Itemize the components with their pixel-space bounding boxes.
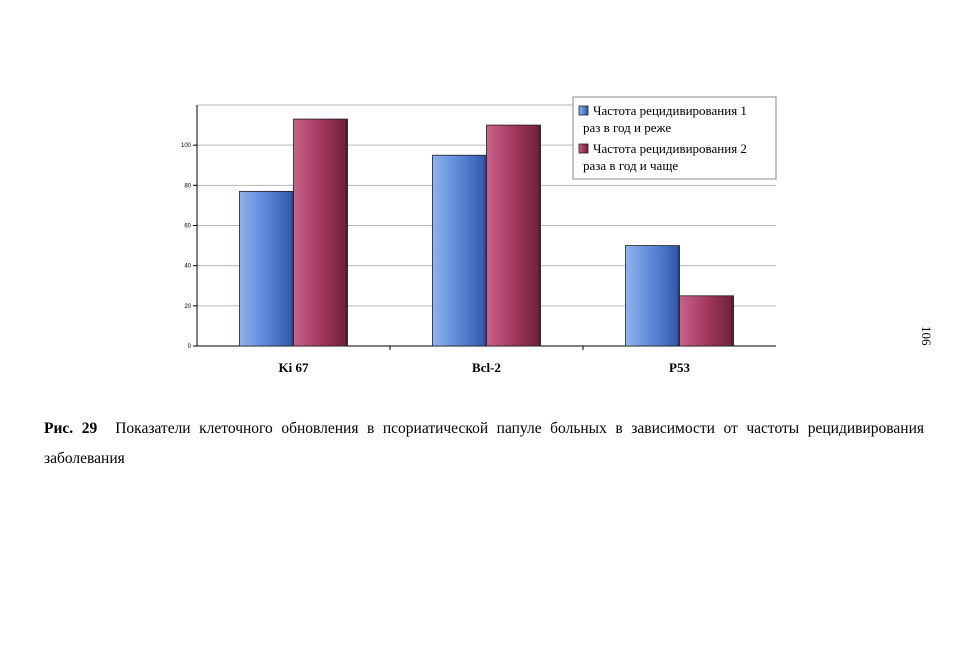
legend-label-2: раза в год и чаще: [583, 158, 678, 173]
bar-2-bcl-2: [486, 124, 541, 347]
bar-chart: 0 20 40 60 80 100 Ki 67 Bcl-2 P53 Частота рецид…: [181, 96, 777, 375]
bars: [239, 118, 734, 347]
bar-shadow: [677, 246, 680, 346]
y-tick-label: 20: [184, 304, 191, 310]
bar-shadow: [484, 156, 487, 346]
bar-1-ki-67: [239, 190, 294, 347]
x-category-label: P53: [669, 360, 690, 375]
figure-number: Рис. 29: [44, 420, 98, 437]
x-axis-labels: Ki 67 Bcl-2 P53: [279, 360, 691, 375]
y-tick-label: 40: [184, 264, 191, 270]
legend-label-1: раз в год и реже: [583, 120, 671, 135]
x-category-label: Bcl-2: [472, 360, 501, 375]
y-tick-label: 80: [184, 183, 191, 189]
bar-shadow: [345, 120, 348, 346]
figure-caption: Рис. 29 Показатели клеточного обновления …: [44, 414, 924, 474]
bar-2-ki-67: [293, 118, 348, 347]
legend-box: [572, 96, 777, 180]
legend: Частота рецидивирования 1 раз в год и реж…: [572, 96, 777, 180]
bar-2-p53: [679, 295, 734, 347]
bar-1-bcl-2: [432, 154, 487, 347]
x-category-label: Ki 67: [279, 360, 309, 375]
y-tick-label: 60: [184, 224, 191, 230]
legend-label-2: Частота рецидивирования 2: [593, 141, 747, 156]
bar-1-p53: [625, 245, 680, 347]
legend-swatch-2: [578, 143, 589, 154]
y-tick-label: 100: [181, 143, 192, 149]
caption-text: Показатели клеточного обновления в псори…: [44, 420, 924, 467]
y-tick-label: 0: [188, 344, 192, 350]
legend-swatch-1: [578, 105, 589, 116]
page-number: 106: [919, 326, 934, 346]
bar-shadow: [731, 296, 734, 346]
legend-label-1: Частота рецидивирования 1: [593, 103, 747, 118]
bar-shadow: [291, 192, 294, 346]
bar-shadow: [538, 126, 541, 346]
